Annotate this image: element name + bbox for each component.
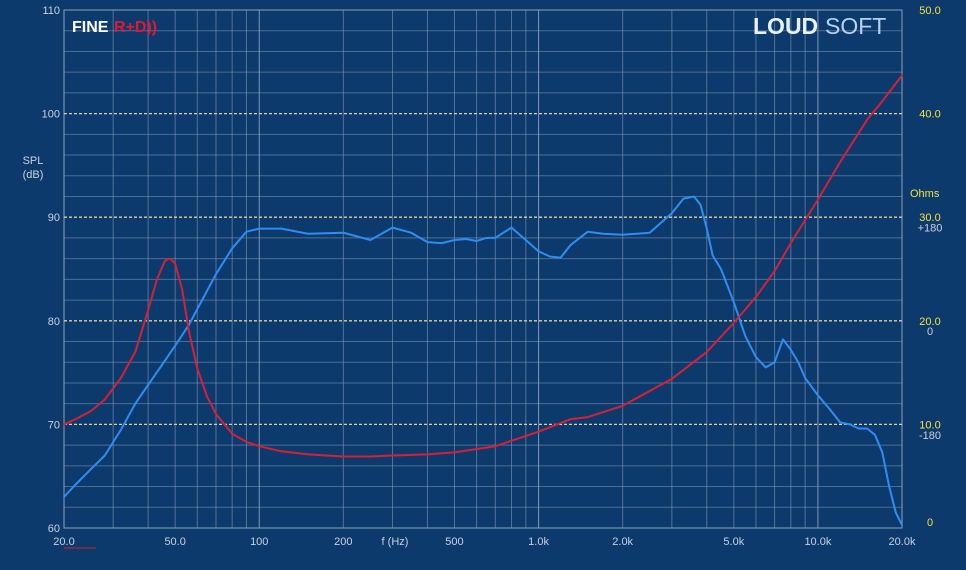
x-tick-label: 1.0k <box>528 536 549 548</box>
brand-fine-text: FINE <box>72 19 109 36</box>
brand-loudsoft-logo: LOUD SOFT <box>753 13 886 39</box>
brand-rd-text: R+D)) <box>114 19 157 36</box>
tick-labels: 20.0 50.0 100 200 500 1.0k 2.0k 5.0k 10.0k 20.0k 6… <box>42 5 943 549</box>
y-tick-label: 80 <box>48 316 60 328</box>
y-tick-label: 70 <box>48 419 60 431</box>
y-tick-label: 110 <box>42 5 60 17</box>
brand-loud-text: LOUD <box>753 13 818 39</box>
y2-tick-label: 50.0 <box>919 5 940 17</box>
y2-tick-label: 10.0 <box>919 419 940 431</box>
curves <box>63 74 903 526</box>
y2-tick-label: 30.0 <box>919 212 940 224</box>
phase-tick-label: +180 <box>918 223 943 235</box>
y2-axis-label: Ohms <box>910 188 940 200</box>
x-tick-label: 500 <box>445 536 463 548</box>
x-tick-label: 20.0k <box>889 536 916 548</box>
brand-soft-text: SOFT <box>825 13 886 39</box>
x-tick-label: 20.0 <box>53 536 74 548</box>
x-axis-label: f (Hz) <box>382 536 409 548</box>
y2-tick-label: 0 <box>927 517 933 529</box>
y-axis-label-line2: (dB) <box>23 169 44 181</box>
phase-tick-label: -180 <box>919 430 941 442</box>
plot-frame <box>63 9 903 529</box>
y-axis-label-line1: SPL <box>23 155 44 167</box>
phase-tick-label: 0 <box>927 326 933 338</box>
y2-tick-label: 20.0 <box>919 316 940 328</box>
y-tick-label: 100 <box>42 109 60 121</box>
spl-response-curve <box>63 195 903 526</box>
y2-tick-label: 40.0 <box>919 109 940 121</box>
y-tick-label: 90 <box>48 212 60 224</box>
x-tick-label: 5.0k <box>723 536 744 548</box>
y-tick-label: 60 <box>48 523 60 535</box>
x-tick-label: 100 <box>250 536 268 548</box>
x-tick-label: 50.0 <box>164 536 185 548</box>
x-tick-label: 200 <box>334 536 352 548</box>
brand-fine-rd-logo: FINE R+D)) <box>72 19 157 36</box>
x-tick-label: 10.0k <box>804 536 831 548</box>
impedance-curve <box>63 74 903 458</box>
x-tick-label: 2.0k <box>612 536 633 548</box>
